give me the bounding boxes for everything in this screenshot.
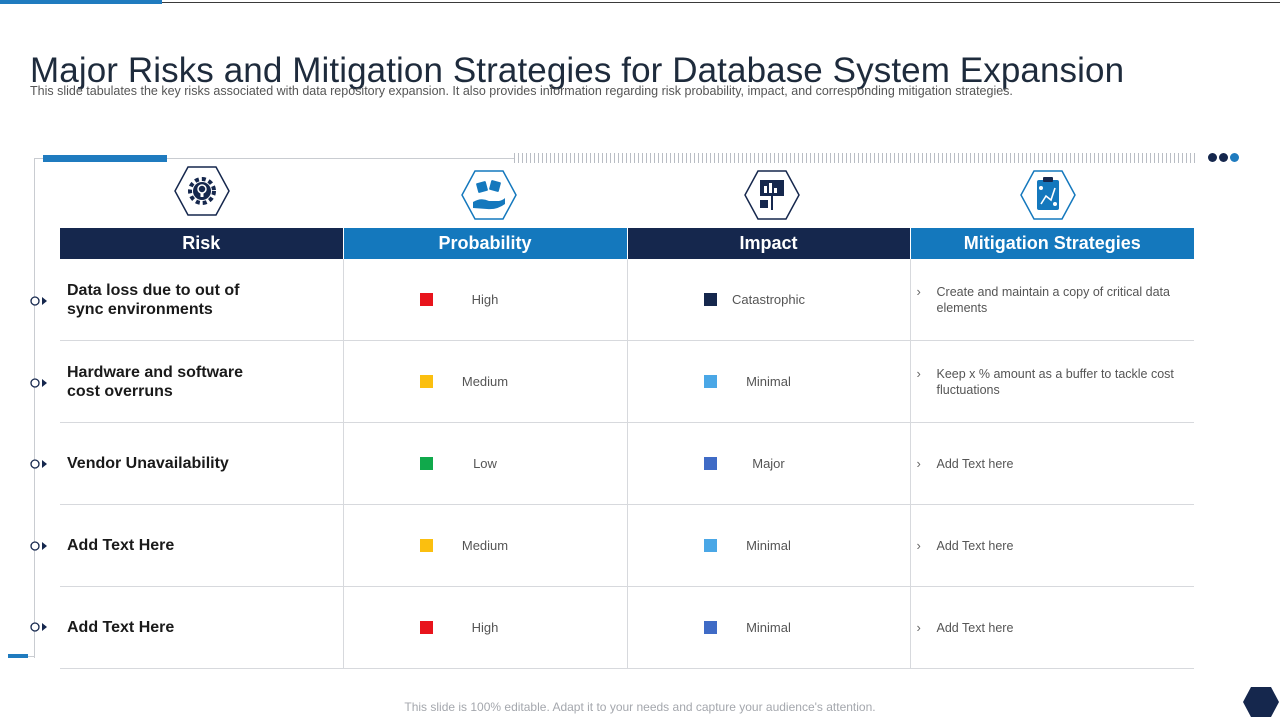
probability-label: Medium (461, 538, 509, 553)
probability-label: Low (473, 456, 497, 471)
table-row: Add Text Here High Minimal › Add Text here (60, 586, 1194, 669)
probability-swatch (419, 621, 433, 634)
row-marker-icon (30, 377, 47, 388)
dot (1219, 153, 1228, 162)
impact-cell: Minimal (626, 340, 910, 423)
bullet-chevron-icon: › (916, 283, 921, 299)
top-rule (162, 2, 1280, 3)
mitigation-text: Create and maintain a copy of critical d… (936, 284, 1170, 315)
probability-cell: Medium (342, 504, 627, 587)
mitigation-text: Keep x % amount as a buffer to tackle co… (936, 366, 1174, 397)
presentation-chart-icon (744, 170, 800, 220)
impact-cell: Major (626, 422, 910, 505)
risk-cell: Add Text Here (60, 504, 343, 587)
risk-label: Data loss due to out of sync environment… (67, 281, 240, 318)
impact-label: Minimal (746, 620, 791, 635)
dots-decoration (1208, 153, 1239, 162)
dot (1208, 153, 1217, 162)
mitigation-text: Add Text here (936, 456, 1014, 471)
impact-swatch (703, 621, 717, 634)
frame-top-rule (34, 158, 514, 159)
row-marker-icon (30, 622, 47, 632)
table-row: Data loss due to out of sync environment… (60, 259, 1194, 341)
risk-label: Add Text Here (67, 537, 175, 554)
bullet-chevron-icon: › (916, 537, 921, 553)
risk-label: Hardware and software cost overruns (67, 363, 244, 400)
column-header-mitigation: Mitigation Strategies (909, 228, 1194, 259)
risk-cell: Data loss due to out of sync environment… (60, 259, 343, 341)
risk-label: Vendor Unavailability (67, 455, 229, 472)
top-accent-bar (0, 0, 162, 4)
clipboard-strategy-icon (1020, 170, 1076, 220)
impact-cell: Catastrophic (626, 259, 910, 341)
probability-swatch (419, 375, 433, 388)
table-row: Hardware and software cost overruns Mediu… (60, 340, 1194, 423)
page-title: Major Risks and Mitigation Strategies fo… (30, 51, 1125, 91)
impact-label: Major (752, 456, 785, 471)
mitigation-cell: › Add Text here (909, 586, 1194, 669)
risk-cell: Vendor Unavailability (60, 422, 343, 505)
mitigation-text: Add Text here (936, 538, 1014, 553)
footer-note: This slide is 100% editable. Adapt it to… (404, 700, 876, 714)
bullet-chevron-icon: › (916, 365, 921, 381)
risk-label: Add Text Here (67, 619, 175, 636)
dot (1230, 153, 1239, 162)
impact-label: Minimal (746, 538, 791, 553)
risk-table: Risk Probability Impact Mitigation Strat… (60, 228, 1194, 669)
row-marker-icon (30, 296, 47, 306)
impact-swatch (703, 375, 717, 388)
impact-label: Catastrophic (732, 292, 805, 307)
page-subtitle: This slide tabulates the key risks assoc… (30, 84, 1013, 98)
impact-cell: Minimal (626, 504, 910, 587)
table-header-row: Risk Probability Impact Mitigation Strat… (60, 228, 1194, 259)
mitigation-cell: › Add Text here (909, 422, 1194, 505)
hatch-decoration (514, 153, 1196, 163)
probability-swatch (419, 539, 433, 552)
mitigation-text: Add Text here (936, 620, 1014, 635)
probability-label: Medium (461, 374, 509, 389)
probability-cell: High (342, 259, 627, 341)
frame-left-rule (34, 158, 35, 658)
probability-cell: Medium (342, 340, 627, 423)
column-header-probability: Probability (342, 228, 627, 259)
bullet-chevron-icon: › (916, 455, 921, 471)
mitigation-cell: › Keep x % amount as a buffer to tackle c… (909, 340, 1194, 423)
probability-label: High (471, 292, 499, 307)
frame-accent-bottom (8, 654, 28, 658)
impact-label: Minimal (746, 374, 791, 389)
corner-hexagon (1243, 687, 1279, 717)
frame-accent-top (43, 155, 167, 162)
row-marker-icon (30, 540, 47, 551)
table-row: Vendor Unavailability Low Major › Add Text h… (60, 422, 1194, 505)
probability-swatch (419, 293, 433, 306)
bullet-chevron-icon: › (916, 619, 921, 635)
row-marker-icon (30, 459, 47, 469)
mitigation-cell: › Add Text here (909, 504, 1194, 587)
column-header-risk: Risk (60, 228, 343, 259)
impact-cell: Minimal (626, 586, 910, 669)
risk-cell: Hardware and software cost overruns (60, 340, 343, 423)
probability-cell: High (342, 586, 627, 669)
risk-cell: Add Text Here (60, 586, 343, 669)
impact-swatch (703, 539, 717, 552)
hand-dice-icon (461, 170, 517, 220)
probability-swatch (419, 457, 433, 470)
gear-bulb-icon (174, 166, 230, 216)
probability-label: High (471, 620, 499, 635)
impact-swatch (703, 457, 717, 470)
mitigation-cell: › Create and maintain a copy of critical … (909, 259, 1194, 341)
table-row: Add Text Here Medium Minimal › Add Text here (60, 504, 1194, 587)
column-header-impact: Impact (626, 228, 910, 259)
impact-swatch (703, 293, 717, 306)
probability-cell: Low (342, 422, 627, 505)
